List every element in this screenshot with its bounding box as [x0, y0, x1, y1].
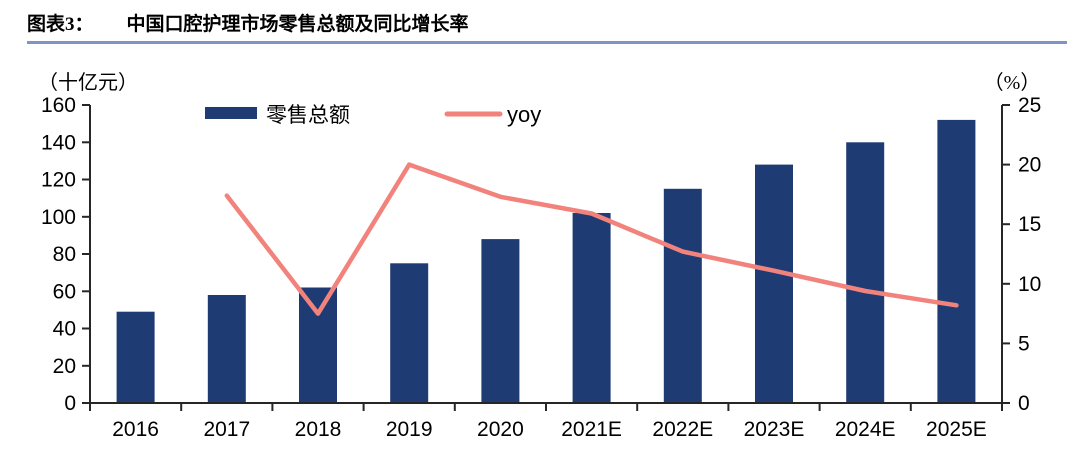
- bar-2019: [390, 263, 429, 403]
- bar-2022E: [663, 188, 702, 403]
- x-tick-label: 2018: [295, 418, 342, 441]
- figure-header: 图表3： 中国口腔护理市场零售总额及同比增长率: [0, 0, 1080, 36]
- y-left-tick-label: 160: [41, 94, 76, 117]
- bar-2025E: [937, 119, 976, 404]
- x-tick-label: 2016: [112, 418, 159, 441]
- y-right-tick-label: 25: [1018, 94, 1041, 117]
- y-left-tick-label: 80: [53, 243, 76, 266]
- bar-2021E: [572, 213, 611, 403]
- x-tick-label: 2021E: [561, 418, 622, 441]
- bar-2023E: [755, 164, 793, 403]
- legend: 零售总额 yoy: [205, 102, 541, 127]
- y-right-tick-label: 5: [1018, 332, 1030, 355]
- chart-canvas: （十亿元） （%） 0 20 40 60 80 100 120 140 160 0 5 10 15 20 25 2…: [38, 71, 1041, 441]
- bar-2024E: [846, 142, 885, 404]
- y-left-tick-label: 60: [53, 280, 76, 303]
- y-left-tick-label: 140: [41, 131, 76, 154]
- x-tick-label: 2023E: [744, 418, 805, 441]
- y-right-tick-label: 10: [1018, 273, 1041, 296]
- legend-bar-swatch: [205, 107, 257, 119]
- right-axis-unit-label: （%）: [984, 71, 1041, 94]
- y-right-tick-label: 15: [1018, 213, 1041, 236]
- title-underline: [27, 41, 1067, 44]
- y-left-tick-label: 20: [53, 355, 76, 378]
- legend-bar-label: 零售总额: [266, 103, 350, 127]
- x-axis-labels: 2016 2017 2018 2019 2020 2021E 2022E 2023E 2024E…: [112, 418, 987, 441]
- x-tick-label: 2020: [477, 418, 524, 441]
- bar-2017: [207, 295, 246, 403]
- x-tick-label: 2025E: [926, 418, 987, 441]
- y-right-tick-label: 20: [1018, 154, 1041, 177]
- bars: [116, 119, 976, 404]
- axis-frame: [89, 105, 1003, 411]
- bar-2020: [481, 239, 520, 403]
- y-left-tick-label: 100: [41, 206, 76, 229]
- bar-2016: [116, 311, 155, 403]
- x-tick-label: 2022E: [652, 418, 713, 441]
- figure-label: 图表3：: [27, 14, 94, 35]
- x-tick-label: 2019: [386, 418, 433, 441]
- x-tick-label: 2024E: [835, 418, 896, 441]
- y-axis-right: 0 5 10 15 20 25: [1002, 94, 1041, 415]
- x-tick-label: 2017: [203, 418, 250, 441]
- y-axis-left: 0 20 40 60 80 100 120 140 160: [41, 94, 90, 415]
- bar-2018: [299, 287, 337, 403]
- y-left-tick-label: 40: [53, 318, 76, 341]
- legend-line-label: yoy: [507, 102, 541, 127]
- y-left-tick-label: 0: [64, 392, 76, 415]
- y-right-tick-label: 0: [1018, 392, 1030, 415]
- yoy-line: [224, 162, 959, 316]
- left-axis-unit-label: （十亿元）: [38, 71, 138, 94]
- y-left-tick-label: 120: [41, 169, 76, 192]
- figure-title: 中国口腔护理市场零售总额及同比增长率: [126, 14, 469, 35]
